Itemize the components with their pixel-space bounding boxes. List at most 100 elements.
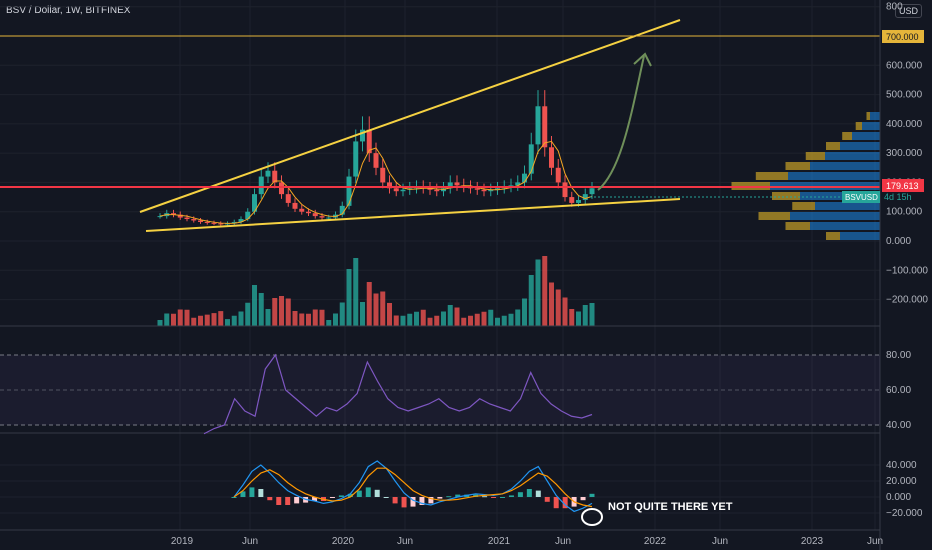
candle-body [265, 170, 271, 177]
macd-histogram-bar [383, 497, 389, 498]
volume-bar [171, 313, 176, 326]
rsi-line [203, 353, 593, 435]
candle-body [535, 106, 541, 145]
symbol-header: BSV / Dollar, 1W, BITFINEX [6, 5, 131, 16]
candle-body [171, 213, 176, 215]
candle-body [252, 194, 257, 212]
volume-bar [501, 315, 507, 326]
volume-bar [353, 258, 359, 326]
time-tick-label: Jun [712, 536, 728, 547]
volume-bar [231, 315, 237, 326]
macd-histogram-bar [401, 497, 407, 508]
volume-bar [360, 302, 365, 326]
time-tick-label: 2021 [488, 536, 511, 547]
volume-profile-bar [826, 142, 840, 150]
volume-bar [272, 298, 278, 326]
price-tick-label: 800 [886, 2, 903, 13]
candle-body [353, 141, 359, 177]
signal-line [233, 467, 593, 508]
candle-body [285, 194, 291, 203]
volume-bar [346, 269, 352, 326]
macd-histogram-bar [365, 487, 371, 497]
price-tick-label: 500.000 [886, 90, 923, 101]
volume-bar [427, 317, 433, 326]
time-tick-label: Jun [242, 536, 258, 547]
macd-histogram-bar [517, 492, 523, 497]
candle-body [177, 214, 183, 218]
candle-body [380, 167, 386, 183]
volume-bar [454, 307, 460, 326]
macd-histogram-bar [455, 494, 461, 497]
volume-bar [522, 298, 527, 326]
rsi-band [0, 355, 880, 425]
macd-histogram-bar [258, 489, 264, 497]
candle-body [474, 188, 480, 190]
volume-bar [441, 311, 446, 326]
price-axis-ticks: 800700.000600.000500.000400.000300.00020… [886, 2, 928, 306]
volume-bar [198, 315, 203, 326]
rsi-tick-label: 40.00 [886, 420, 911, 431]
volume-bar [211, 313, 217, 326]
tag-700: 700.000 [886, 32, 919, 42]
macd-histogram-bar [553, 497, 559, 509]
candle-body [184, 217, 190, 220]
candle-body [528, 144, 534, 174]
volume-bar [252, 285, 257, 326]
volume-profile-bar [866, 112, 870, 120]
lower-trendline [145, 198, 681, 232]
volume-bar [258, 293, 264, 326]
time-tick-label: 2022 [644, 536, 667, 547]
volume-profile-bar [785, 162, 810, 170]
moving-average-line [159, 140, 593, 224]
candle-body [427, 188, 433, 190]
candle-body [569, 197, 575, 203]
volume-profile-bar [810, 162, 880, 170]
volume-bar [434, 315, 440, 326]
volume-bar [191, 317, 197, 326]
candle-body [360, 129, 365, 142]
candle-body [393, 188, 399, 192]
macd-histogram-bar [392, 497, 398, 504]
macd-histogram-bar [419, 497, 425, 505]
macd-histogram-bar [580, 497, 586, 501]
volume-bar [589, 303, 595, 326]
volume-bar [542, 256, 548, 326]
candle-body [366, 129, 372, 154]
candle-body [434, 189, 440, 192]
price-candles [157, 90, 595, 226]
macd-histogram-bar [294, 497, 300, 504]
macd-histogram-bar [589, 493, 595, 497]
projection-arrow [597, 55, 645, 191]
macd-tick-label: −20.000 [886, 508, 923, 519]
volume-profile-bar [825, 152, 880, 160]
time-tick-label: 2019 [171, 536, 194, 547]
volume-bar [420, 309, 426, 326]
volume-bar [407, 313, 413, 326]
volume-bar [218, 311, 224, 326]
projection-arrowhead [633, 52, 652, 67]
price-tick-label: −100.000 [886, 265, 928, 276]
candle-body [245, 211, 251, 220]
volume-bar [333, 313, 338, 326]
candle-body [522, 173, 527, 183]
volume-bar [508, 313, 514, 326]
macd-histogram-bar [437, 497, 443, 499]
macd-histogram-bar [276, 497, 282, 505]
time-tick-label: 2020 [332, 536, 355, 547]
volume-bar [299, 313, 305, 326]
time-tick-label: 2023 [801, 536, 824, 547]
volume-bar [535, 259, 541, 326]
price-tick-label: −200.000 [886, 295, 928, 306]
candle-body [495, 188, 500, 190]
volume-profile-bar [785, 222, 810, 230]
macd-histogram-bar [312, 497, 318, 501]
price-tick-label: 100.000 [886, 207, 923, 218]
candle-body [299, 208, 305, 212]
candle-body [312, 213, 318, 217]
macd-tick-label: 0.000 [886, 492, 911, 503]
volume-bar [576, 311, 581, 326]
volume-profile-bar [870, 112, 880, 120]
candle-body [555, 167, 561, 183]
currency-badge[interactable]: USD [894, 4, 922, 18]
